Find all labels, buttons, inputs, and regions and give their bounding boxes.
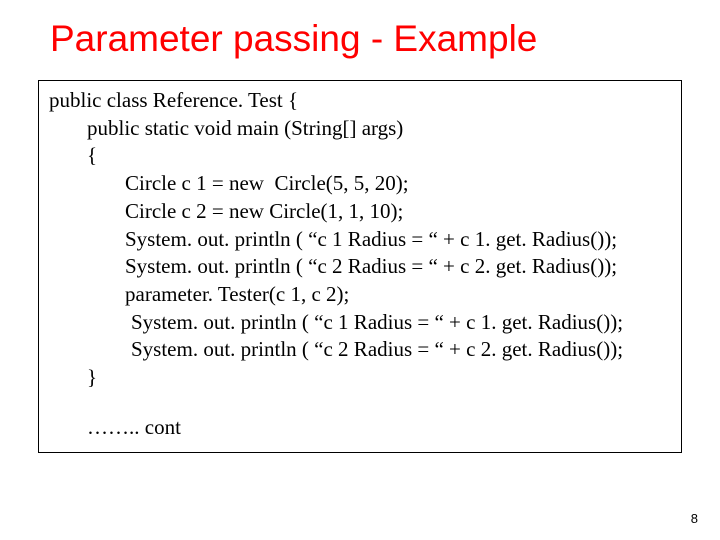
code-line: public static void main (String[] args) [49, 115, 671, 143]
code-line: System. out. println ( “c 1 Radius = “ +… [49, 226, 671, 254]
page-number: 8 [691, 511, 698, 526]
slide-title: Parameter passing - Example [50, 18, 690, 60]
slide: Parameter passing - Example public class… [0, 0, 720, 540]
code-line: public class Reference. Test { [49, 87, 671, 115]
code-line: System. out. println ( “c 1 Radius = “ +… [49, 309, 671, 337]
code-line: System. out. println ( “c 2 Radius = “ +… [49, 336, 671, 364]
code-line: System. out. println ( “c 2 Radius = “ +… [49, 253, 671, 281]
code-line: { [49, 142, 671, 170]
code-box: public class Reference. Test { public st… [38, 80, 682, 453]
code-continuation: …….. cont [49, 414, 671, 442]
code-line: } [49, 364, 671, 392]
code-line: parameter. Tester(c 1, c 2); [49, 281, 671, 309]
code-line: Circle c 2 = new Circle(1, 1, 10); [49, 198, 671, 226]
code-line: Circle c 1 = new Circle(5, 5, 20); [49, 170, 671, 198]
